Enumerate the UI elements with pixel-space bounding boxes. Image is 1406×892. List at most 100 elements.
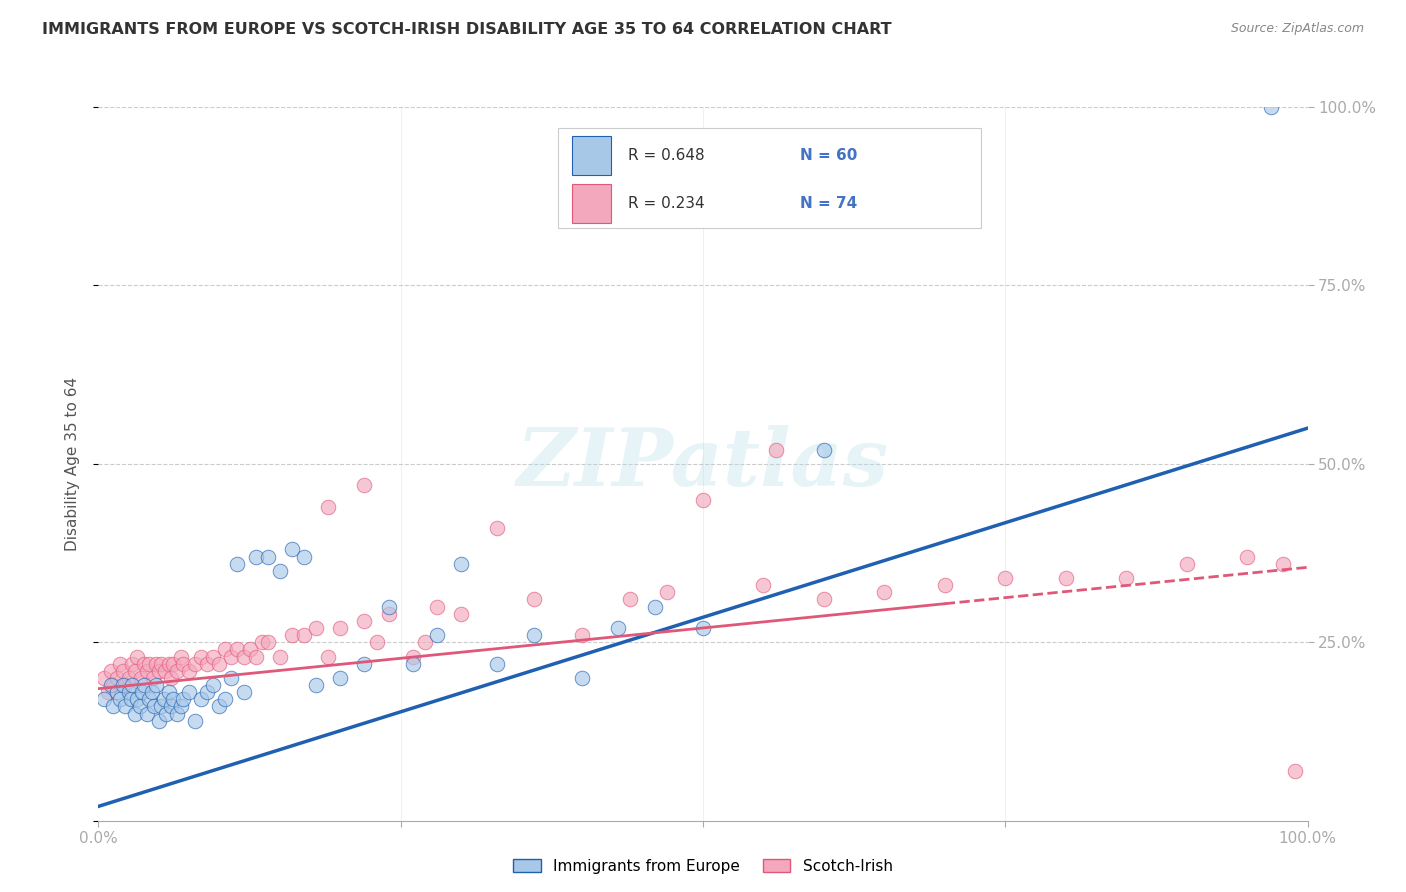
Point [239, 642, 262, 657]
Point [316, 500, 339, 514]
Point [172, 657, 194, 671]
Point [120, 692, 142, 706]
Point [1236, 549, 1258, 564]
Point [100, 664, 122, 678]
Point [93, 692, 115, 706]
Point [232, 649, 254, 664]
Point [377, 607, 399, 621]
Point [134, 657, 156, 671]
Point [124, 664, 146, 678]
Point [121, 657, 143, 671]
Point [1175, 557, 1198, 571]
Point [316, 649, 339, 664]
Point [97, 685, 120, 699]
Point [118, 685, 141, 699]
Text: R = 0.234: R = 0.234 [628, 196, 704, 211]
Point [752, 578, 775, 592]
Point [269, 649, 291, 664]
Point [153, 664, 176, 678]
Point [166, 664, 188, 678]
Text: N = 74: N = 74 [800, 196, 858, 211]
Point [135, 664, 157, 678]
Point [208, 699, 231, 714]
Point [157, 657, 180, 671]
Point [413, 635, 436, 649]
Point [190, 692, 212, 706]
Point [377, 599, 399, 614]
Point [353, 614, 375, 628]
Point [100, 678, 122, 692]
Point [138, 657, 160, 671]
Point [402, 657, 425, 671]
Point [873, 585, 896, 599]
Point [813, 592, 835, 607]
Point [172, 692, 194, 706]
FancyBboxPatch shape [572, 184, 612, 223]
Point [366, 635, 388, 649]
Text: N = 60: N = 60 [800, 148, 858, 163]
Point [179, 685, 201, 699]
Point [1054, 571, 1077, 585]
Point [184, 714, 207, 728]
Point [114, 678, 136, 692]
Point [195, 657, 218, 671]
Text: Source: ZipAtlas.com: Source: ZipAtlas.com [1230, 22, 1364, 36]
Point [162, 657, 184, 671]
Point [118, 671, 141, 685]
FancyBboxPatch shape [558, 128, 981, 228]
Point [281, 542, 304, 557]
Point [143, 699, 166, 714]
Point [214, 642, 236, 657]
Text: IMMIGRANTS FROM EUROPE VS SCOTCH-IRISH DISABILITY AGE 35 TO 64 CORRELATION CHART: IMMIGRANTS FROM EUROPE VS SCOTCH-IRISH D… [42, 22, 891, 37]
Legend: Immigrants from Europe, Scotch-Irish: Immigrants from Europe, Scotch-Irish [508, 853, 898, 880]
Point [101, 678, 124, 692]
Point [256, 549, 278, 564]
Point [108, 657, 131, 671]
Point [571, 671, 593, 685]
Point [353, 478, 375, 492]
Point [486, 521, 509, 535]
Point [226, 642, 249, 657]
Point [619, 592, 641, 607]
Point [141, 685, 163, 699]
Point [692, 621, 714, 635]
Point [486, 657, 509, 671]
Point [184, 657, 207, 671]
Point [148, 714, 170, 728]
Point [1115, 571, 1137, 585]
FancyBboxPatch shape [572, 136, 612, 175]
Point [111, 664, 134, 678]
Point [305, 678, 328, 692]
Point [426, 628, 449, 642]
Point [1260, 100, 1282, 114]
Point [152, 692, 174, 706]
Point [214, 692, 236, 706]
Point [1284, 764, 1306, 778]
Point [145, 657, 167, 671]
Point [934, 578, 956, 592]
Point [353, 657, 375, 671]
Point [111, 678, 134, 692]
Point [208, 657, 231, 671]
Point [221, 649, 243, 664]
Point [292, 549, 315, 564]
Point [155, 706, 177, 721]
Point [269, 564, 291, 578]
Point [202, 649, 225, 664]
Point [93, 671, 115, 685]
Point [105, 685, 128, 699]
Point [138, 692, 160, 706]
Point [124, 706, 146, 721]
Point [127, 692, 149, 706]
Point [195, 685, 218, 699]
Point [128, 699, 150, 714]
Point [114, 699, 136, 714]
Point [157, 685, 180, 699]
Point [150, 657, 173, 671]
Point [250, 635, 273, 649]
Point [131, 685, 153, 699]
Text: ZIPatlas: ZIPatlas [517, 425, 889, 502]
Point [127, 649, 149, 664]
Point [245, 649, 267, 664]
Point [190, 649, 212, 664]
